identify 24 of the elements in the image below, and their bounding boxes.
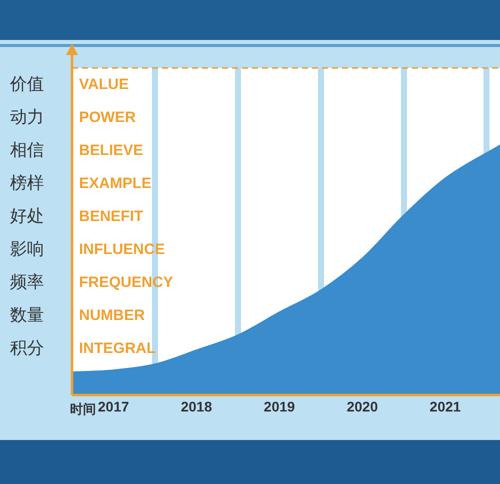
x-tick-label: 2017 [98, 398, 130, 414]
text: 相信 [10, 140, 44, 160]
text: 榜样 [10, 173, 44, 194]
x-axis-title: 时间 [70, 402, 96, 418]
text: 频率 [10, 272, 44, 292]
annotation: INFLUENCE [79, 241, 165, 258]
annotation: BELIEVE [79, 142, 144, 160]
annotation: NUMBER [79, 307, 145, 324]
text: 动力 [10, 107, 44, 128]
annotation: EXAMPLE [79, 175, 152, 192]
text: POWER [79, 109, 136, 126]
annotation: FREQUENCY [79, 274, 174, 292]
x-tick-label: 2021 [430, 398, 462, 414]
annotation: BENEFIT [79, 208, 144, 226]
text: 好处 [10, 206, 44, 226]
text: 影响 [10, 239, 44, 260]
x-tick-label: 2019 [264, 398, 296, 414]
text: 价值 [9, 74, 44, 94]
text: 数量 [10, 305, 44, 326]
text: VALUE [79, 76, 129, 94]
text: 积分 [10, 338, 44, 358]
x-tick-label: 2018 [180, 398, 212, 414]
x-tick-label: 2020 [346, 398, 378, 414]
annotation: INTEGRAL [79, 340, 156, 358]
